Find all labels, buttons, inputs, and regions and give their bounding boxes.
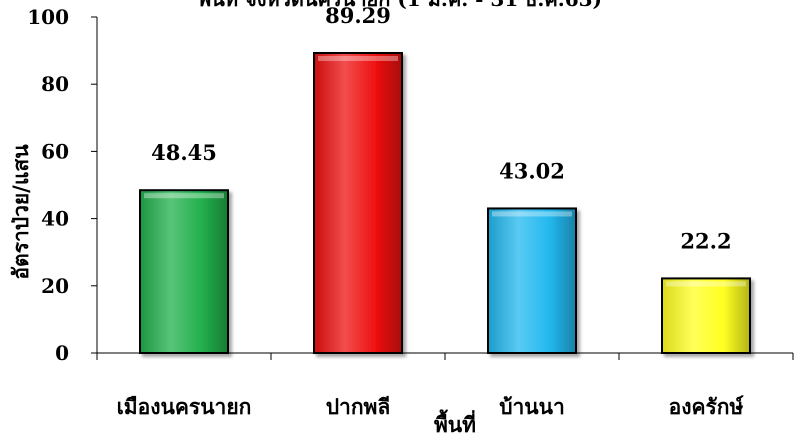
plot-area: 0 20 40 60 80 100 48.45 เมืองนครนายก 89.29 ปากพลี…: [27, 3, 794, 419]
y-tick-label: 40: [41, 207, 69, 231]
bar-highlight: [318, 55, 398, 61]
x-tick-label: องครักษ์: [669, 394, 744, 419]
bar: [487, 207, 577, 354]
x-tick-label: บ้านนา: [499, 394, 565, 419]
data-label: 43.02: [499, 158, 565, 183]
y-tick-label: 100: [27, 5, 69, 29]
y-tick-label: 20: [41, 274, 69, 298]
bar: [139, 189, 229, 354]
bar: [661, 277, 751, 354]
x-tick-label: ปากพลี: [326, 394, 391, 419]
bar-highlight: [492, 211, 572, 217]
y-axis-label: อัตราป่วย/แสน: [8, 144, 33, 280]
bar: [313, 51, 403, 355]
data-label: 22.2: [680, 228, 731, 253]
data-label: 89.29: [325, 3, 391, 28]
chart-title: พื้นที่ จังหวัดนครนายก (1 ม.ค. - 31 ธ.ค.…: [198, 0, 602, 11]
bar-highlight: [144, 193, 224, 199]
y-tick-label: 0: [55, 341, 69, 365]
y-tick-label: 80: [41, 72, 69, 96]
data-label: 48.45: [151, 140, 217, 165]
x-tick-label: เมืองนครนายก: [117, 394, 252, 419]
y-tick-label: 60: [41, 139, 69, 163]
x-axis-label: พื้นที่: [434, 409, 476, 437]
bar-highlight: [666, 281, 746, 287]
